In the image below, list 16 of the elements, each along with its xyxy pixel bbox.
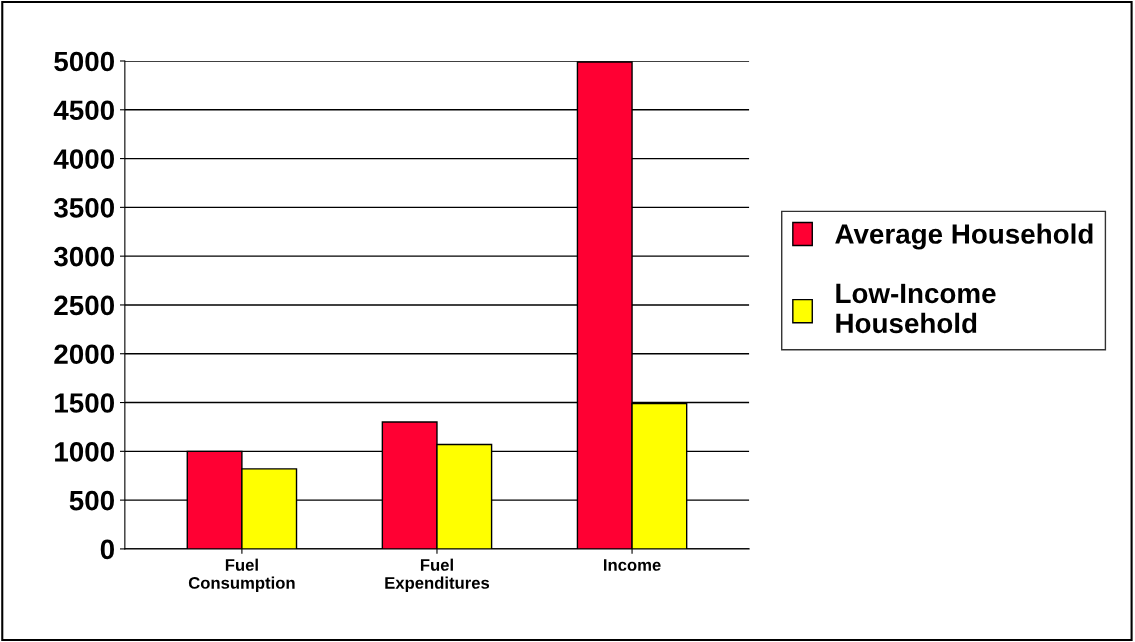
x-tick-label: Fuel Consumption (188, 558, 295, 593)
legend-label: Average Household (835, 223, 1093, 250)
legend-label: Low-Income Household (836, 283, 996, 334)
y-tick-label: 1500 (55, 393, 114, 413)
y-tick-label: 3000 (53, 246, 114, 267)
y-tick-label: 5000 (54, 51, 114, 72)
x-tick-label: Fuel Expenditures (385, 558, 490, 593)
x-tick-label: Income (603, 559, 661, 571)
y-tick-label: 500 (69, 490, 114, 511)
y-tick-label: 4000 (53, 149, 114, 169)
y-tick-label: 4500 (53, 100, 114, 121)
y-tick-label: 3500 (53, 198, 114, 218)
y-tick-label: 0 (100, 539, 114, 560)
y-tick-label: 2000 (54, 344, 114, 365)
y-tick-label: 1000 (55, 441, 114, 462)
y-tick-label: 2500 (54, 295, 114, 316)
